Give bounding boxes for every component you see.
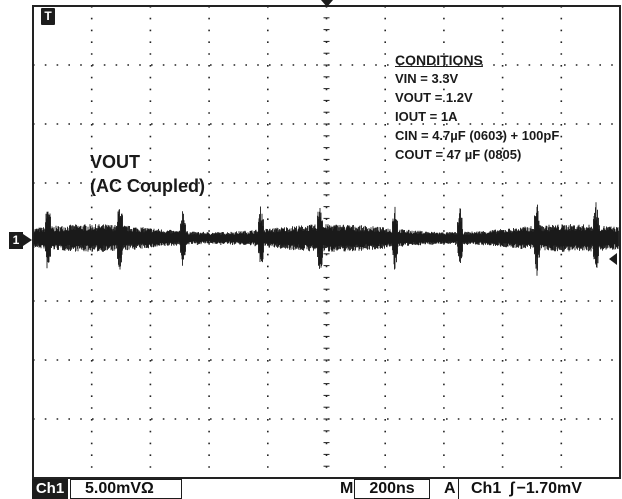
timebase-value[interactable]: 200ns — [354, 479, 430, 499]
condition-iout: IOUT = 1A — [395, 109, 458, 124]
condition-vout: VOUT = 1.2V — [395, 90, 473, 105]
trigger-level-arrow-icon[interactable] — [609, 253, 617, 265]
status-bar: Ch1 5.00mVΩ M 200ns A Ch1 ʃ −1.70mV — [0, 479, 622, 499]
conditions-title: CONDITIONS — [395, 52, 483, 68]
noise-band — [33, 202, 619, 276]
vertical-scale[interactable]: 5.00mVΩ — [70, 479, 182, 499]
channel-1-ground-marker[interactable]: 1 — [9, 232, 32, 249]
timebase-label: M — [340, 480, 354, 497]
condition-cin: CIN = 4.7µF (0603) + 100pF — [395, 128, 560, 143]
trigger-position-marker[interactable]: T — [41, 8, 55, 25]
condition-vin: VIN = 3.3V — [395, 71, 459, 86]
trigger-settings[interactable]: Ch1 ʃ −1.70mV — [458, 479, 622, 499]
waveform-coupling-label: (AC Coupled) — [90, 176, 205, 196]
rising-edge-icon: ʃ — [509, 480, 515, 497]
trigger-position-arrow-icon[interactable] — [321, 0, 333, 7]
trigger-channel: Ch1 — [471, 480, 502, 497]
trigger-mode-label: A — [444, 480, 456, 497]
waveform-trace — [33, 202, 619, 276]
trigger-level: −1.70mV — [516, 480, 582, 497]
channel-badge[interactable]: Ch1 — [32, 479, 68, 499]
waveform-label: VOUT — [90, 152, 141, 172]
condition-cout: COUT = 47 µF (0805) — [395, 147, 522, 162]
conditions-panel: CONDITIONS VIN = 3.3V VOUT = 1.2V IOUT =… — [395, 52, 559, 164]
